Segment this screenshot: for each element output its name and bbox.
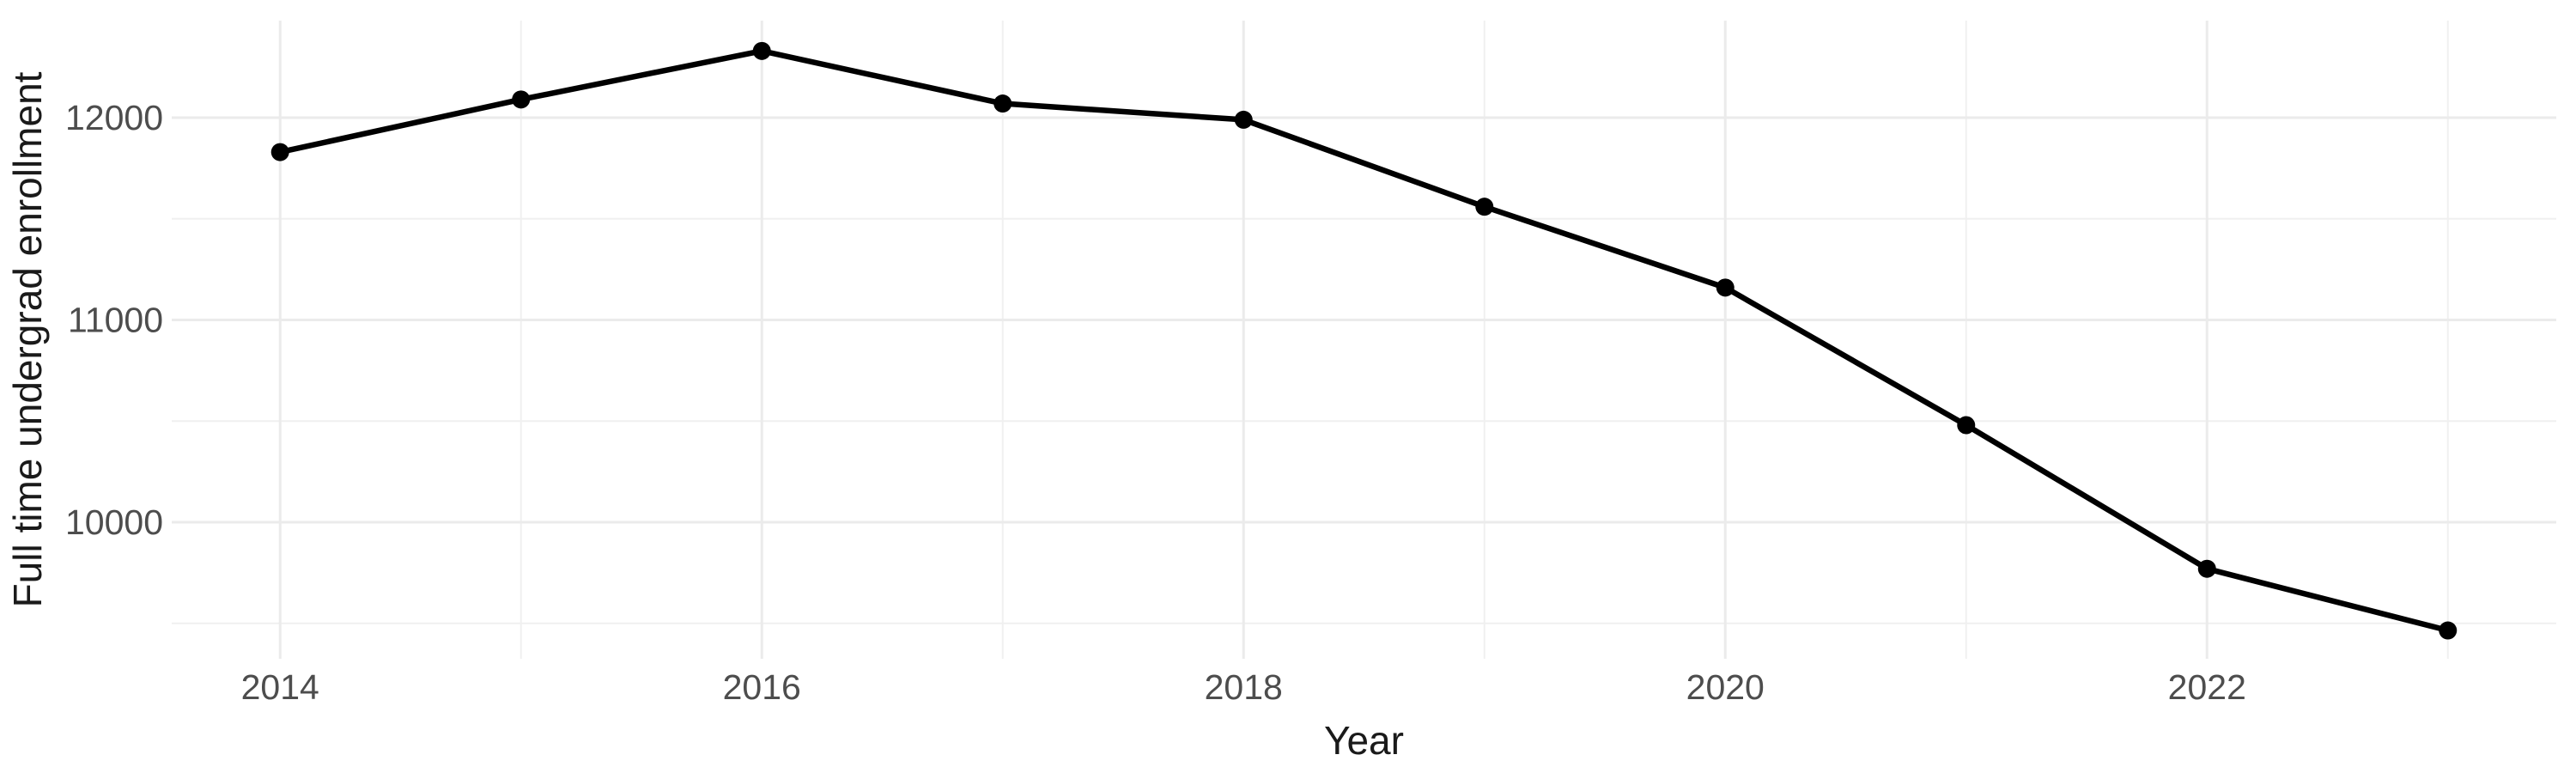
y-axis-title: Full time undergrad enrollment bbox=[5, 71, 50, 607]
minor-gridlines bbox=[172, 21, 2556, 659]
data-series bbox=[276, 48, 2451, 634]
data-point bbox=[993, 94, 1012, 113]
y-tick-label: 10000 bbox=[65, 502, 163, 542]
x-tick-label: 2020 bbox=[1686, 667, 1765, 707]
x-tick-label: 2018 bbox=[1205, 667, 1283, 707]
x-tick-label: 2016 bbox=[723, 667, 801, 707]
data-point bbox=[1475, 198, 1494, 216]
data-point bbox=[2197, 559, 2216, 578]
data-point bbox=[512, 90, 531, 109]
data-point bbox=[1957, 416, 1976, 435]
x-axis-title: Year bbox=[1324, 718, 1404, 763]
data-point bbox=[2439, 621, 2458, 640]
data-point bbox=[752, 41, 771, 60]
x-tick-label: 2022 bbox=[2168, 667, 2246, 707]
x-tick-label: 2014 bbox=[241, 667, 319, 707]
y-axis-tick-labels: 10000 11000 12000 bbox=[65, 98, 163, 542]
data-point bbox=[270, 143, 289, 161]
data-points bbox=[270, 41, 2458, 640]
major-gridlines bbox=[172, 21, 2556, 659]
data-point bbox=[1234, 110, 1253, 129]
y-tick-label: 11000 bbox=[68, 301, 163, 340]
x-axis-tick-labels: 2014 2016 2018 2020 2022 bbox=[241, 667, 2246, 707]
series-line bbox=[276, 48, 2451, 634]
y-tick-label: 12000 bbox=[65, 98, 163, 137]
data-point bbox=[1716, 278, 1735, 297]
